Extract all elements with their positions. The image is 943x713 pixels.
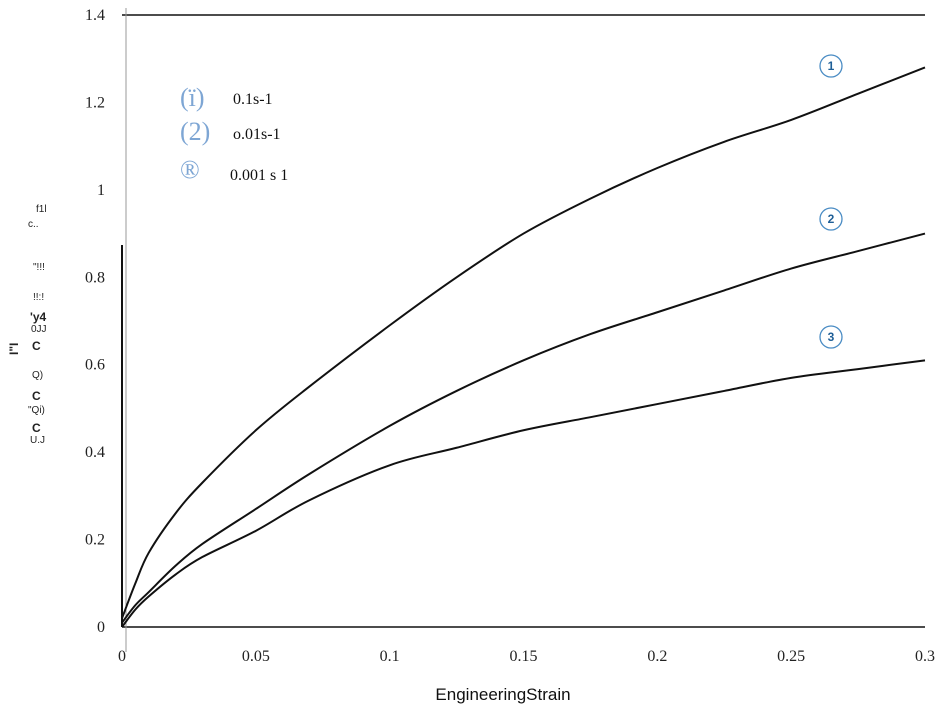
- ylabel-fragment: C: [32, 339, 41, 353]
- ylabel-fragment: "Qi): [28, 405, 45, 416]
- ylabel-fragment: I"I: [7, 343, 21, 355]
- curve-badge-2-label: 2: [828, 212, 835, 226]
- y-tick-label: 0.4: [85, 444, 105, 461]
- ylabel-fragment: 'y4: [30, 310, 47, 324]
- y-tick-label: 0.6: [85, 357, 105, 374]
- legend-marker-2: (2): [180, 117, 210, 146]
- y-tick-label: 0: [97, 619, 105, 636]
- x-tick-labels: 0 0.05 0.1 0.15 0.2 0.25 0.3: [118, 648, 935, 665]
- curve-badge-1-label: 1: [828, 59, 835, 73]
- y-axis-label: f1l c.. "!!! !!:! 'y4 0JJ C Q) C "Qi) C …: [7, 204, 47, 446]
- x-tick-label: 0.3: [915, 648, 935, 665]
- y-tick-label: 0.2: [85, 532, 105, 549]
- x-tick-label: 0.2: [647, 648, 667, 665]
- ylabel-fragment: C: [32, 389, 41, 403]
- ylabel-fragment: U.J: [30, 435, 45, 446]
- ylabel-fragment: "!!!: [33, 262, 45, 273]
- y-tick-label: 1.4: [85, 7, 105, 24]
- y-tick-label: 0.8: [85, 269, 105, 286]
- ylabel-fragment: f1l: [36, 204, 47, 215]
- curve-badge-3: 3: [819, 325, 843, 349]
- y-tick-label: 1.2: [85, 94, 105, 111]
- ylabel-fragment: C: [32, 421, 41, 435]
- x-tick-label: 0.1: [380, 648, 400, 665]
- axes: [121, 8, 925, 652]
- ylabel-fragment: Q): [32, 370, 43, 381]
- series-line-3: [121, 359, 926, 628]
- x-tick-label: 0.05: [242, 648, 270, 665]
- x-tick-label: 0.25: [777, 648, 805, 665]
- curve-badge-2: 2: [819, 207, 843, 231]
- legend: (ï) 0.1s-1 (2) o.01s-1 ® 0.001 s 1: [180, 83, 288, 184]
- x-axis-title: EngineeringStrain: [435, 685, 570, 704]
- series-line-2: [121, 232, 926, 624]
- x-tick-label: 0: [118, 648, 126, 665]
- series-line-1: [121, 66, 926, 619]
- curves: [121, 66, 926, 628]
- legend-marker-1: (ï): [180, 83, 205, 112]
- legend-marker-3: ®: [180, 155, 200, 184]
- legend-label-3: 0.001 s 1: [230, 167, 288, 184]
- legend-label-1: 0.1s-1: [233, 91, 273, 108]
- legend-label-2: o.01s-1: [233, 126, 281, 143]
- y-tick-labels: 0 0.2 0.4 0.6 0.8 1 1.2 1.4: [85, 7, 105, 636]
- ylabel-fragment: c..: [28, 219, 39, 230]
- ylabel-fragment: 0JJ: [31, 324, 47, 335]
- curve-badge-1: 1: [819, 54, 843, 78]
- curve-badges: 1 2 3: [819, 54, 843, 349]
- curve-badge-3-label: 3: [828, 330, 835, 344]
- ylabel-fragment: !!:!: [33, 292, 44, 303]
- x-tick-label: 0.15: [510, 648, 538, 665]
- y-tick-label: 1: [97, 182, 105, 199]
